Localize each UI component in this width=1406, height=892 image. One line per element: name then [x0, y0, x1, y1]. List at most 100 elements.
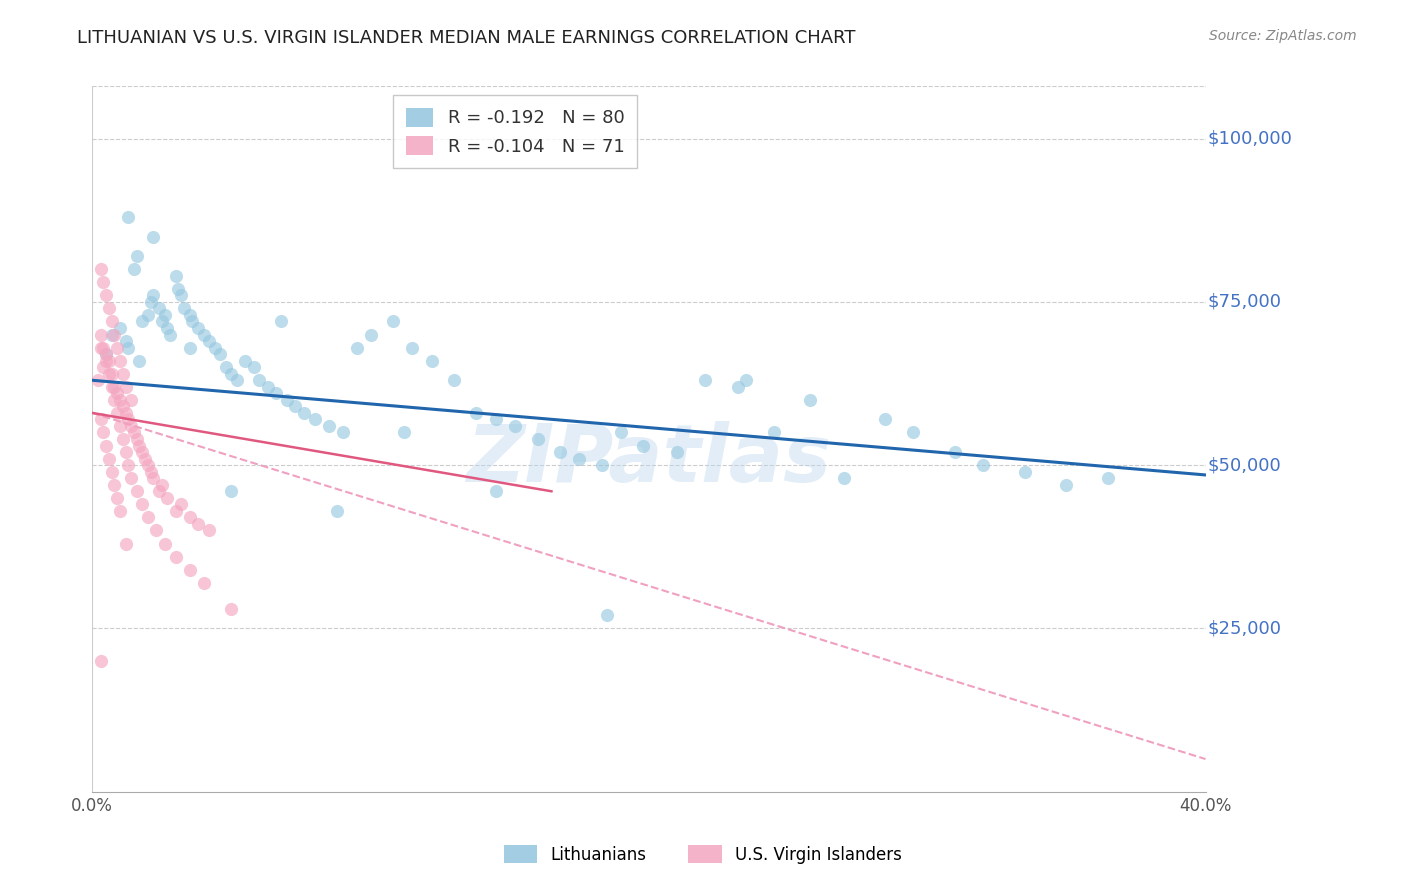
- Point: [100, 314, 122, 328]
- Point: [443, 373, 465, 387]
- Point: [105, 406, 128, 420]
- Point: [256, 380, 278, 394]
- Point: [179, 341, 201, 355]
- Point: [108, 353, 131, 368]
- Point: [89, 327, 111, 342]
- Point: [108, 392, 131, 407]
- Text: $75,000: $75,000: [1208, 293, 1282, 311]
- Point: [903, 425, 925, 440]
- Point: [548, 445, 571, 459]
- Point: [139, 294, 162, 309]
- Point: [1054, 477, 1077, 491]
- Text: LITHUANIAN VS U.S. VIRGIN ISLANDER MEDIAN MALE EARNINGS CORRELATION CHART: LITHUANIAN VS U.S. VIRGIN ISLANDER MEDIA…: [77, 29, 856, 46]
- Point: [381, 314, 404, 328]
- Point: [108, 419, 131, 434]
- Point: [165, 504, 187, 518]
- Point: [117, 458, 139, 472]
- Point: [179, 510, 201, 524]
- Point: [193, 327, 215, 342]
- Point: [332, 425, 354, 440]
- Point: [763, 425, 786, 440]
- Point: [610, 425, 633, 440]
- Point: [226, 373, 249, 387]
- Point: [139, 465, 162, 479]
- Point: [114, 445, 136, 459]
- Point: [125, 484, 148, 499]
- Point: [97, 353, 120, 368]
- Point: [179, 308, 201, 322]
- Point: [633, 439, 655, 453]
- Point: [125, 249, 148, 263]
- Point: [392, 425, 415, 440]
- Point: [105, 386, 128, 401]
- Text: Source: ZipAtlas.com: Source: ZipAtlas.com: [1209, 29, 1357, 43]
- Point: [105, 341, 128, 355]
- Point: [97, 367, 120, 381]
- Point: [485, 484, 508, 499]
- Point: [142, 471, 165, 485]
- Point: [485, 412, 508, 426]
- Point: [526, 432, 548, 446]
- Point: [103, 327, 125, 342]
- Point: [187, 321, 209, 335]
- Point: [120, 419, 142, 434]
- Point: [128, 353, 150, 368]
- Point: [89, 341, 111, 355]
- Point: [215, 360, 238, 375]
- Point: [165, 549, 187, 564]
- Point: [153, 536, 176, 550]
- Point: [247, 373, 270, 387]
- Point: [131, 497, 153, 511]
- Point: [568, 451, 591, 466]
- Point: [221, 602, 243, 616]
- Text: $100,000: $100,000: [1208, 129, 1292, 147]
- Point: [111, 400, 134, 414]
- Point: [204, 341, 226, 355]
- Point: [150, 477, 173, 491]
- Point: [198, 334, 221, 348]
- Point: [276, 392, 298, 407]
- Point: [111, 367, 134, 381]
- Point: [103, 380, 125, 394]
- Point: [221, 367, 243, 381]
- Point: [284, 400, 307, 414]
- Point: [122, 425, 145, 440]
- Point: [103, 392, 125, 407]
- Point: [503, 419, 526, 434]
- Point: [165, 268, 187, 283]
- Point: [108, 321, 131, 335]
- Text: $25,000: $25,000: [1208, 619, 1282, 638]
- Point: [111, 432, 134, 446]
- Point: [1014, 465, 1036, 479]
- Point: [100, 380, 122, 394]
- Point: [117, 341, 139, 355]
- Point: [145, 524, 167, 538]
- Point: [292, 406, 315, 420]
- Point: [943, 445, 966, 459]
- Point: [401, 341, 423, 355]
- Point: [270, 314, 292, 328]
- Point: [142, 229, 165, 244]
- Point: [91, 360, 114, 375]
- Point: [318, 419, 340, 434]
- Point: [120, 471, 142, 485]
- Point: [100, 367, 122, 381]
- Point: [159, 327, 181, 342]
- Point: [91, 341, 114, 355]
- Point: [326, 504, 349, 518]
- Point: [136, 510, 159, 524]
- Point: [117, 210, 139, 224]
- Point: [170, 288, 193, 302]
- Point: [131, 314, 153, 328]
- Point: [114, 536, 136, 550]
- Point: [360, 327, 382, 342]
- Point: [420, 353, 443, 368]
- Point: [108, 504, 131, 518]
- Point: [170, 497, 193, 511]
- Point: [156, 491, 179, 505]
- Point: [148, 484, 170, 499]
- Point: [727, 380, 749, 394]
- Point: [173, 301, 195, 316]
- Point: [136, 308, 159, 322]
- Point: [105, 491, 128, 505]
